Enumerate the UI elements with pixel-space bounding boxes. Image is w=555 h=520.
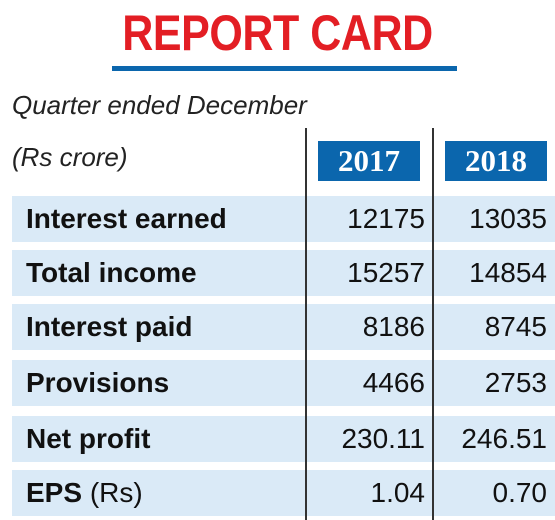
value-2018: 2753 bbox=[484, 367, 547, 398]
row-label: Interest paid bbox=[26, 311, 193, 342]
column-divider bbox=[305, 128, 307, 520]
table-row: Provisions 4466 2753 bbox=[12, 360, 555, 406]
row-label: Total income bbox=[26, 257, 197, 288]
value-2018: 246.51 bbox=[461, 423, 547, 454]
unit-caption: (Rs crore) bbox=[12, 142, 128, 172]
period-caption: Quarter ended December bbox=[12, 90, 307, 120]
title-underline bbox=[112, 66, 457, 71]
row-label: Provisions bbox=[26, 367, 170, 398]
column-divider bbox=[432, 128, 434, 520]
value-2017: 4466 bbox=[362, 367, 425, 398]
value-2017: 12175 bbox=[347, 203, 425, 234]
year-header-2017: 2017 bbox=[318, 141, 420, 181]
table-row: Total income 15257 14854 bbox=[12, 250, 555, 296]
value-2018: 13035 bbox=[469, 203, 547, 234]
table-row: Interest paid 8186 8745 bbox=[12, 304, 555, 350]
value-2017: 230.11 bbox=[341, 423, 425, 454]
table-row: Interest earned 12175 13035 bbox=[12, 196, 555, 242]
value-2017: 15257 bbox=[347, 257, 425, 288]
row-label: EPS (Rs) bbox=[26, 477, 143, 508]
value-2018: 14854 bbox=[469, 257, 547, 288]
row-label: Interest earned bbox=[26, 203, 227, 234]
year-header-2018: 2018 bbox=[445, 141, 547, 181]
table-row: Net profit 230.11 246.51 bbox=[12, 416, 555, 462]
value-2018: 8745 bbox=[484, 311, 547, 342]
table-row: EPS (Rs) 1.04 0.70 bbox=[12, 470, 555, 516]
row-unit: (Rs) bbox=[89, 477, 143, 508]
value-2018: 0.70 bbox=[492, 477, 548, 508]
value-2017: 8186 bbox=[362, 311, 425, 342]
value-2017: 1.04 bbox=[370, 477, 426, 508]
page-title: REPORT CARD bbox=[122, 5, 433, 61]
row-label: Net profit bbox=[26, 423, 151, 454]
